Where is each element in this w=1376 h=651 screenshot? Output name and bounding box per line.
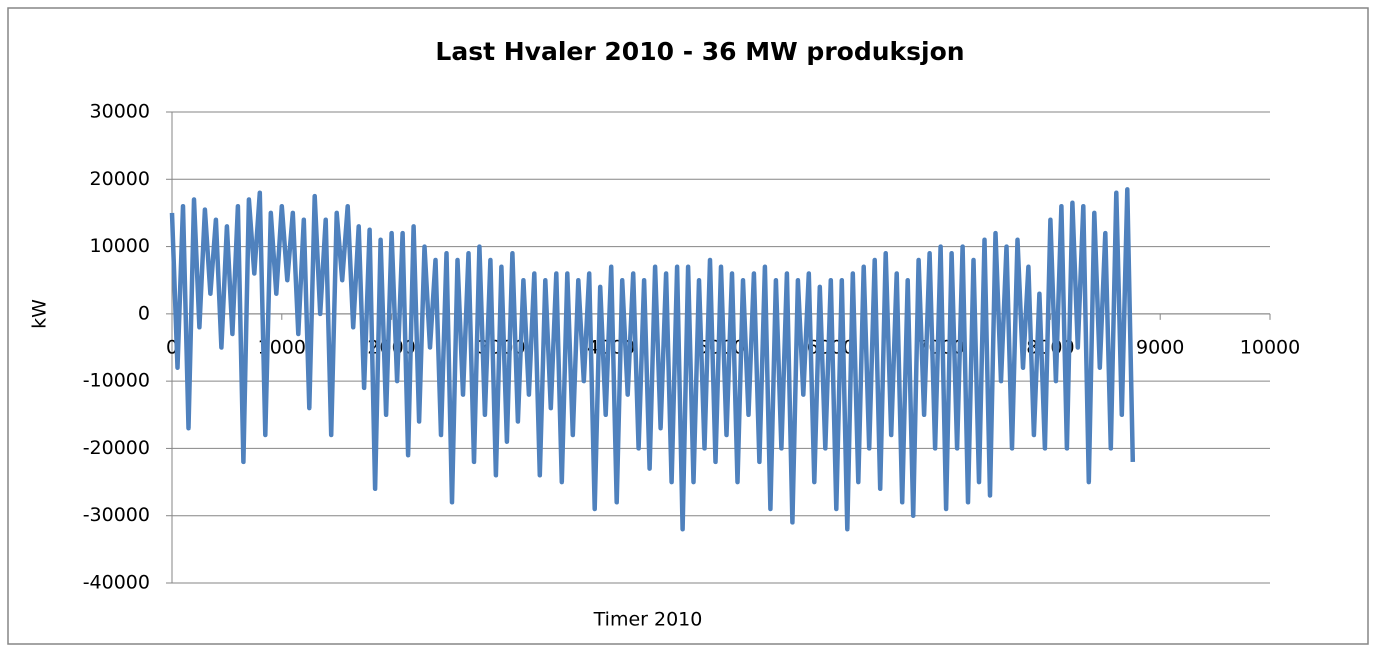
x-axis-title: Timer 2010: [593, 609, 703, 631]
y-tick-label: 30000: [90, 101, 150, 123]
y-tick-label: -30000: [83, 504, 150, 526]
y-tick-label: 20000: [90, 168, 150, 190]
data-line: [169, 187, 1136, 532]
y-axis-title: kW: [29, 299, 51, 329]
y-tick-label: -10000: [83, 370, 150, 392]
chart-title: Last Hvaler 2010 - 36 MW produksjon: [435, 37, 964, 66]
y-tick-label: 10000: [90, 235, 150, 257]
y-tick-label: -20000: [83, 437, 150, 459]
x-tick-label: 10000: [1240, 336, 1300, 358]
x-tick-label: 9000: [1136, 336, 1184, 358]
y-tick-label: 0: [138, 302, 150, 324]
y-tick-label: -40000: [83, 572, 150, 594]
